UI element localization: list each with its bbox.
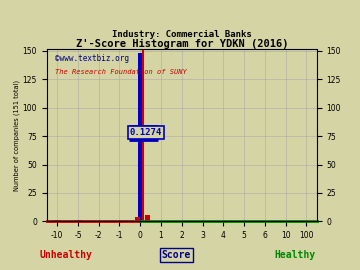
Title: Z'-Score Histogram for YDKN (2016): Z'-Score Histogram for YDKN (2016) <box>76 39 288 49</box>
Text: Healthy: Healthy <box>275 250 316 260</box>
Bar <box>138 53 142 221</box>
Text: ©www.textbiz.org: ©www.textbiz.org <box>55 54 129 63</box>
Text: 0.1274: 0.1274 <box>130 128 162 137</box>
Text: Score: Score <box>162 250 191 260</box>
Text: Industry: Commercial Banks: Industry: Commercial Banks <box>112 30 252 39</box>
Bar <box>54 220 61 221</box>
Y-axis label: Number of companies (151 total): Number of companies (151 total) <box>13 79 20 191</box>
Text: The Research Foundation of SUNY: The Research Foundation of SUNY <box>55 69 186 75</box>
Text: Unhealthy: Unhealthy <box>39 250 92 260</box>
Bar <box>135 217 140 221</box>
Bar <box>74 220 82 221</box>
Bar <box>145 215 150 221</box>
